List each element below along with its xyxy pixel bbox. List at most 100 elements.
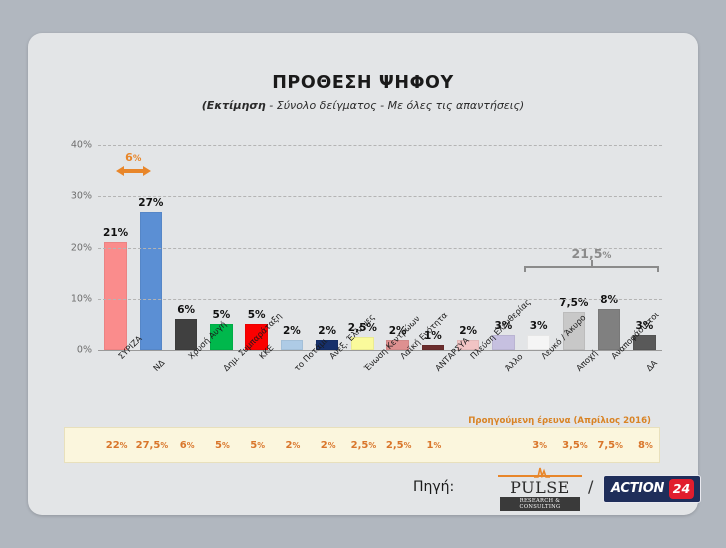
axis-baseline — [98, 350, 662, 351]
y-axis-tick: 30% — [70, 190, 92, 202]
previous-survey-value: 3,5% — [562, 440, 588, 451]
bar-column[interactable]: 2% — [315, 145, 339, 350]
previous-survey-value: 3% — [532, 440, 548, 451]
bar-value-label: 21% — [103, 227, 129, 240]
x-axis-label: Αποχή — [573, 347, 600, 374]
bar-column[interactable]: 3% — [492, 145, 515, 350]
previous-survey-value: 7,5% — [597, 440, 623, 451]
gridline — [98, 145, 662, 146]
previous-survey-value: 2% — [285, 440, 301, 451]
bar-value-label: 1% — [423, 329, 442, 342]
plot-area: 21% 27% 6% 5% 5% 2% 2% 2,5% 2% 1% 2% 3% 3% 7,5% 8% 3% 0… — [71, 140, 662, 356]
bars-container: 21% 27% 6% 5% 5% 2% 2% 2,5% 2% 1% 2% 3% 3% 7,5% 8% 3% — [98, 145, 662, 350]
bar-value-label: 2% — [318, 324, 337, 337]
bar-column[interactable]: 2,5% — [347, 145, 377, 350]
bar[interactable] — [492, 334, 515, 350]
previous-survey-value: 2,5% — [385, 440, 412, 451]
logo-separator: / — [588, 477, 594, 496]
bar-column[interactable]: 3% — [633, 145, 656, 350]
bar-value-label: 2% — [459, 324, 478, 337]
bar[interactable] — [597, 309, 621, 350]
bar-value-label: 3% — [494, 319, 513, 332]
annotation-value: 21,5% — [571, 245, 612, 261]
bar-column[interactable]: 5% — [210, 145, 233, 350]
gridline — [98, 298, 662, 300]
annotation-value: 6% — [125, 150, 142, 164]
bar-value-label: 3% — [635, 319, 654, 332]
brace-line — [523, 265, 660, 268]
bar-column[interactable]: 2% — [456, 145, 480, 350]
bar-column[interactable]: 1% — [421, 145, 445, 350]
arrow-left-icon — [115, 165, 124, 176]
bar-column[interactable]: 21% — [103, 145, 129, 350]
previous-survey-value: 2,5% — [350, 440, 377, 451]
previous-survey-value: 5% — [250, 440, 266, 451]
previous-survey-strip: Προηγούμενη έρευνα (Απρίλιος 2016) 22% 27… — [64, 416, 660, 463]
brace-tick-left — [523, 265, 526, 272]
pulse-tagline: RESEARCH & CONSULTING — [500, 497, 580, 511]
x-axis-label: ΔΑ — [644, 357, 660, 374]
bar-value-label: 2% — [388, 324, 407, 337]
footer: Πηγή: PULSE RESEARCH & CONSULTING / ACTI… — [28, 467, 701, 511]
source-label: Πηγή: — [413, 479, 455, 495]
bar-column[interactable]: 8% — [597, 145, 621, 350]
bar[interactable] — [280, 339, 304, 350]
bar-column[interactable]: 2% — [280, 145, 304, 350]
bar[interactable] — [527, 334, 550, 350]
bar[interactable] — [351, 337, 374, 350]
bar-value-label: 3% — [529, 319, 548, 332]
arrow-right-icon — [142, 165, 151, 176]
previous-survey-value: 6% — [179, 440, 195, 451]
bar-column[interactable]: 6% — [174, 145, 198, 350]
bar[interactable] — [210, 324, 233, 350]
action-number-badge: 24 — [669, 479, 694, 499]
bar-chart: 21% 27% 6% 5% 5% 2% 2% 2,5% 2% 1% 2% 3% 3% 7,5% 8% 3% 0… — [50, 133, 676, 423]
bar-value-label: 5% — [212, 309, 231, 322]
bar[interactable] — [104, 242, 127, 350]
bar[interactable] — [315, 339, 339, 350]
pulse-wave-icon — [534, 467, 550, 478]
arrow-line — [121, 168, 145, 173]
previous-survey-value: 2% — [320, 440, 336, 451]
bar[interactable] — [562, 311, 586, 350]
bar-value-label: 27% — [138, 196, 164, 209]
bar-column[interactable]: 3% — [527, 145, 550, 350]
gridline — [98, 196, 662, 198]
pulse-wordmark: PULSE — [510, 478, 570, 497]
bar-value-label: 6% — [177, 304, 196, 317]
y-axis-tick: 0% — [76, 344, 92, 356]
page-subtitle: (Εκτίμηση - Σύνολο δείγματος - Με όλες τ… — [28, 99, 698, 112]
x-axis-label: Άλλο — [503, 351, 526, 374]
bar[interactable] — [245, 324, 268, 350]
bar[interactable] — [456, 339, 480, 350]
bar[interactable] — [386, 339, 409, 350]
brace-tick-right — [657, 265, 660, 272]
page-title: ΠΡΟΘΕΣΗ ΨΗΦΟΥ — [272, 73, 454, 93]
y-axis-tick: 40% — [70, 139, 92, 151]
x-axis-label: ΝΔ — [150, 357, 167, 374]
subtitle-emphasis: (Εκτίμηση — [201, 99, 266, 112]
bar-column[interactable]: 2% — [386, 145, 409, 350]
bar-column[interactable]: 27% — [138, 145, 164, 350]
bar[interactable] — [421, 344, 445, 350]
brace-tick-center — [591, 259, 594, 266]
bar-value-label: 2,5% — [347, 322, 377, 335]
previous-survey-title: Προηγούμενη έρευνα (Απρίλιος 2016) — [468, 416, 651, 426]
previous-survey-value: 22% — [105, 440, 128, 451]
gridline — [98, 247, 662, 249]
bar[interactable] — [174, 319, 198, 350]
action24-logo[interactable]: ACTION 24 — [603, 475, 701, 503]
action-wordmark: ACTION — [611, 481, 665, 496]
bar-value-label: 5% — [247, 309, 266, 322]
slide-panel: ΠΡΟΘΕΣΗ ΨΗΦΟΥ (Εκτίμηση - Σύνολο δείγματ… — [28, 33, 701, 515]
previous-survey-value: 1% — [426, 440, 442, 451]
previous-survey-value: 5% — [214, 440, 230, 451]
subtitle-rest: - Σύνολο δείγματος - Με όλες τις απαντήσ… — [265, 99, 525, 112]
bar-column[interactable]: 5% — [245, 145, 268, 350]
x-axis-labels: ΣΥΡΙΖΑ ΝΔ Χρυσή Αυγή Δημ. Συμπαράταξη ΚΚΕ το … — [98, 297, 662, 422]
y-axis-tick: 20% — [70, 242, 92, 253]
bar[interactable] — [633, 334, 656, 350]
y-axis-tick: 10% — [70, 293, 92, 305]
pulse-logo[interactable]: PULSE RESEARCH & CONSULTING — [496, 467, 584, 511]
bar[interactable] — [139, 211, 163, 350]
